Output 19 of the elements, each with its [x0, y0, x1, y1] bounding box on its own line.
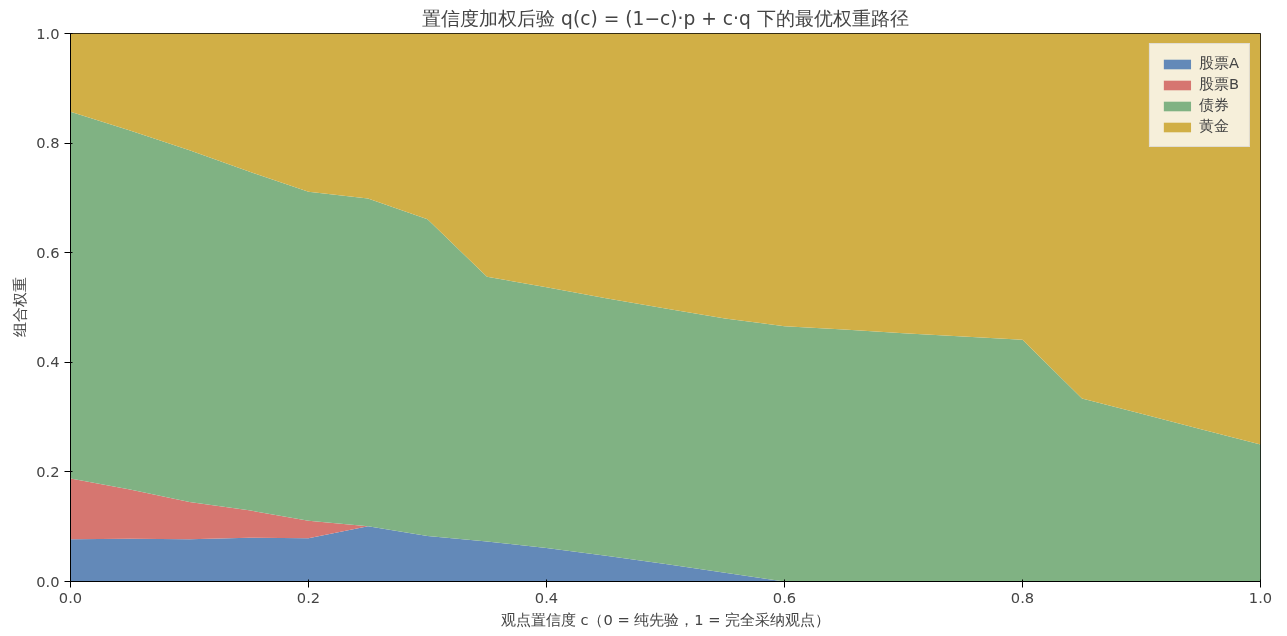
legend-label: 股票B [1198, 75, 1239, 94]
x-tick-label: 0.8 [1010, 588, 1035, 606]
y-tick-label: 0.8 [36, 134, 60, 152]
x-tick-label: 1.0 [1248, 588, 1273, 606]
x-tick-label: 0.4 [534, 588, 559, 606]
y-tick-label: 0.4 [36, 353, 60, 371]
x-tick-label: 0.6 [772, 588, 797, 606]
y-axis-title: 组合权重 [11, 277, 29, 338]
y-tick-label: 0.6 [36, 243, 60, 261]
y-tick-label: 0.0 [36, 572, 60, 590]
y-tick-label: 0.2 [36, 462, 60, 480]
y-tick-label: 1.0 [36, 24, 60, 42]
legend-label: 债券 [1198, 96, 1229, 115]
x-tick-label: 0.2 [296, 588, 321, 606]
x-tick-label: 0.0 [58, 588, 83, 606]
chart-title: 置信度加权后验 q(c) = (1−c)·p + c·q 下的最优权重路径 [422, 7, 909, 29]
legend-label: 黄金 [1198, 117, 1229, 136]
legend-label: 股票A [1198, 54, 1239, 73]
x-axis-title: 观点置信度 c（0 = 纯先验，1 = 完全采纳观点） [500, 610, 831, 628]
